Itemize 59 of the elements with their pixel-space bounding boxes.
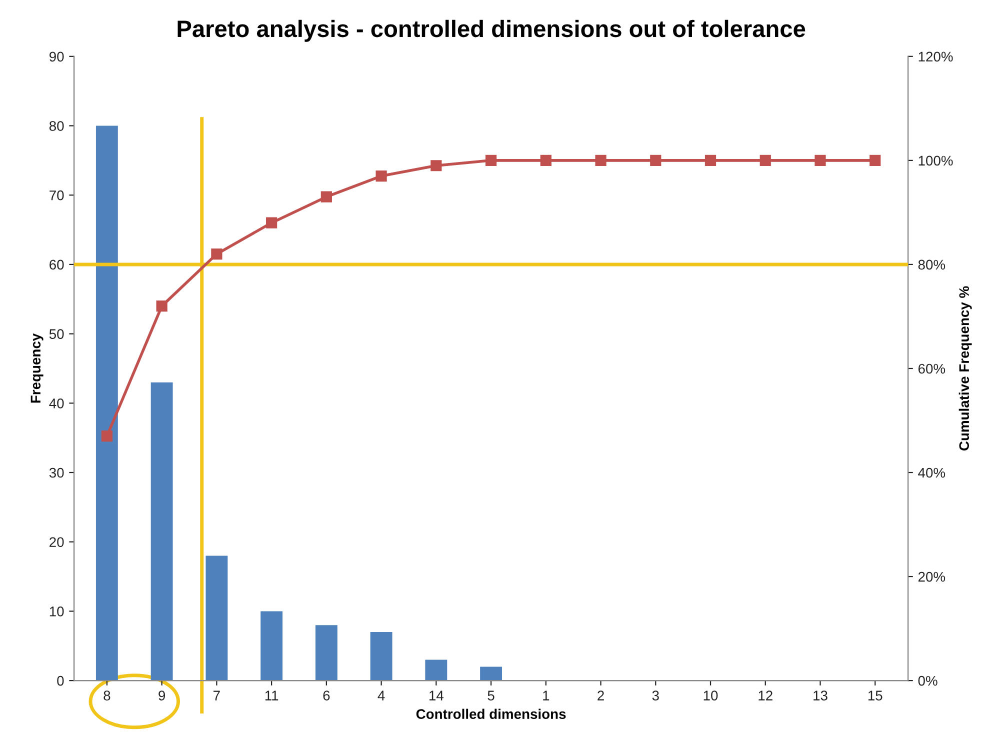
y-tick-label: 70 xyxy=(50,190,64,200)
y2-tick-label: 60% xyxy=(918,364,946,374)
x-tick-label: 3 xyxy=(652,690,659,700)
x-tick-label: 14 xyxy=(430,690,444,700)
y2-tick-label: 0% xyxy=(918,676,938,686)
point xyxy=(704,154,716,166)
point xyxy=(540,154,552,166)
y2-tick-label: 20% xyxy=(918,572,946,582)
bar xyxy=(315,625,338,681)
point xyxy=(320,191,332,202)
x-tick-label: 7 xyxy=(214,690,220,700)
point xyxy=(650,154,662,166)
point xyxy=(485,154,497,166)
x-tick-label: 5 xyxy=(488,690,494,700)
bar xyxy=(206,556,228,681)
x-tick-label: 4 xyxy=(378,690,385,700)
bar xyxy=(96,126,118,681)
x-tick-label: 12 xyxy=(758,690,772,700)
y-tick-label: 20 xyxy=(50,537,64,548)
bar xyxy=(260,611,283,681)
x-tick-label: 9 xyxy=(158,690,166,700)
x-tick-label: 6 xyxy=(323,690,330,700)
y-tick-label: 90 xyxy=(50,52,64,62)
point xyxy=(376,170,387,182)
point xyxy=(101,430,113,442)
x-axis-title: Controlled dimensions xyxy=(416,708,566,719)
y2-tick-label: 120% xyxy=(918,52,953,62)
point xyxy=(156,300,168,312)
point xyxy=(595,154,606,166)
point xyxy=(266,217,278,228)
y2-axis-title: Cumulative Frequency % xyxy=(958,286,972,450)
bar xyxy=(150,382,173,681)
y2-tick-label: 100% xyxy=(918,156,953,166)
chart-title: Pareto analysis - controlled dimensions out of tolerance xyxy=(178,20,806,42)
bar xyxy=(425,660,448,681)
y-tick-label: 40 xyxy=(49,398,64,408)
y2-tick-label: 40% xyxy=(918,468,946,478)
y-axis-title: Frequency xyxy=(30,333,44,403)
x-tick-label: 13 xyxy=(814,690,828,700)
y2-tick-label: 80% xyxy=(918,260,946,270)
point xyxy=(430,160,442,172)
point xyxy=(760,154,771,166)
y-tick-label: 50 xyxy=(49,329,64,339)
x-tick-label: 10 xyxy=(704,690,718,700)
x-tick-label: 2 xyxy=(598,690,604,700)
point xyxy=(211,248,222,260)
x-tick-label: 8 xyxy=(104,690,110,700)
x-tick-label: 1 xyxy=(543,690,550,700)
y-tick-label: 0 xyxy=(57,676,64,686)
y-tick-label: 30 xyxy=(49,468,64,478)
bar xyxy=(370,632,392,681)
bar xyxy=(480,666,502,681)
point xyxy=(870,154,881,166)
point xyxy=(814,154,826,166)
y-tick-label: 10 xyxy=(50,606,64,616)
x-tick-label: 15 xyxy=(868,690,882,700)
x-tick-label: 11 xyxy=(265,690,278,700)
y-tick-label: 80 xyxy=(49,121,64,131)
y-tick-label: 60 xyxy=(50,260,64,270)
